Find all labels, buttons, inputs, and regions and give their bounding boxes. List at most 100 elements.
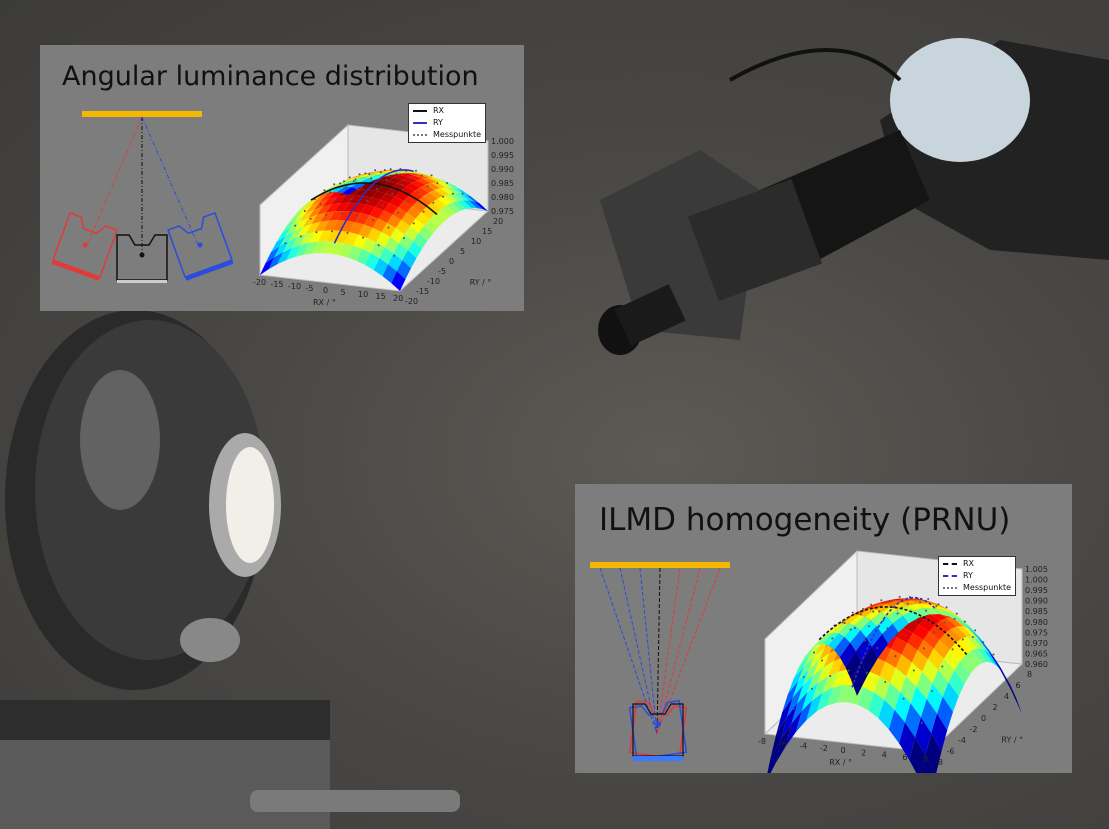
measurement-points: [792, 595, 995, 724]
measurement-point: [323, 189, 326, 192]
measurement-point: [902, 697, 905, 700]
surface-patch: [797, 675, 814, 704]
surface-patch: [863, 671, 880, 693]
surface-patch: [379, 176, 394, 182]
surface-patch: [923, 607, 940, 615]
surface-patch: [793, 654, 810, 679]
surface-patch: [358, 224, 373, 238]
surface-patch: [816, 687, 833, 712]
series-rx-line: [818, 606, 969, 657]
surface-patch: [857, 687, 874, 711]
surface-patch: [985, 645, 1002, 672]
y-tick-label: 2: [993, 703, 998, 712]
measurement-point: [350, 197, 353, 200]
x-tick-label: 4: [882, 751, 887, 760]
surface-patch: [407, 241, 422, 259]
surface-patch: [832, 623, 849, 634]
surface-patch: [396, 260, 411, 280]
surface-patch: [942, 682, 959, 712]
surface-patch: [878, 699, 895, 730]
z-tick-label: 0.995: [1025, 586, 1048, 595]
surface-patch: [468, 200, 483, 210]
surface-patch: [364, 215, 379, 228]
surface-patch: [319, 193, 334, 203]
y-tick-label: -6: [947, 747, 955, 756]
surface-patch: [354, 177, 369, 183]
surface-patch: [934, 620, 951, 634]
measurement-point: [955, 612, 958, 615]
surface-patch: [338, 243, 353, 258]
x-tick-label: 10: [358, 290, 368, 299]
surface-patch: [876, 617, 893, 635]
surface-patch: [326, 230, 341, 242]
surface-patch: [442, 182, 457, 189]
surface-patch: [420, 184, 435, 193]
z-tick-label: 0.985: [1025, 607, 1048, 616]
surface-patch: [393, 243, 408, 261]
measurement-point: [894, 655, 897, 658]
measurement-point: [395, 172, 398, 175]
surface-patch: [321, 241, 336, 254]
surface-patch: [843, 614, 860, 624]
measurement-point: [299, 235, 302, 238]
surface-patch: [413, 174, 428, 179]
measurement-point: [945, 606, 948, 609]
surface-patch: [882, 623, 899, 644]
y-tick-label: -4: [958, 736, 966, 745]
surface-patch: [423, 192, 438, 203]
measurement-point: [876, 646, 879, 649]
surface-patch: [933, 639, 950, 659]
surface-patch: [296, 206, 311, 219]
surface-patch: [804, 645, 821, 667]
surface-patch: [279, 231, 294, 247]
measurement-point: [362, 236, 365, 239]
measurement-point: [951, 648, 954, 651]
surface-patch: [817, 661, 834, 684]
surface-patch: [795, 700, 812, 732]
surface-patch: [785, 711, 802, 747]
surface-patch: [368, 175, 383, 181]
surface-patch: [456, 188, 471, 197]
surface-patch: [895, 654, 912, 677]
surface-patch: [403, 171, 418, 174]
panel-angular-luminance: Angular luminance distribution -20 -15 -10…: [40, 45, 524, 311]
surface-patch: [450, 187, 465, 195]
legend-label: RY: [963, 571, 973, 580]
surface-patch: [924, 613, 941, 626]
x-tick-label: -4: [799, 742, 807, 751]
surface-patch: [424, 174, 439, 179]
surface-patch: [912, 624, 929, 640]
surface-patch: [886, 610, 903, 624]
surface-patch: [393, 174, 408, 180]
measurement-point: [963, 620, 966, 623]
measurement-point: [974, 629, 977, 632]
measurement-point: [360, 186, 363, 189]
measurement-point: [851, 611, 854, 614]
surface-patch: [342, 187, 357, 195]
surface-patch: [323, 220, 338, 231]
surface-patch: [965, 650, 982, 668]
surface-patch: [312, 241, 327, 254]
measurement-point: [890, 600, 893, 603]
surface-patch: [966, 636, 983, 650]
measurement-point: [358, 173, 361, 176]
measurement-point: [354, 178, 357, 181]
surface-patch: [889, 667, 906, 693]
measurement-point: [426, 185, 429, 188]
surface-patch: [438, 178, 453, 185]
surface-patch: [260, 257, 275, 275]
surface-patch: [799, 645, 816, 666]
surface-patch: [331, 186, 346, 193]
measurement-point: [315, 231, 318, 234]
legend-label: RY: [433, 118, 443, 127]
surface-patch: [428, 189, 443, 199]
surface-patch: [314, 220, 329, 232]
measurement-point: [882, 619, 885, 622]
surface-patch: [308, 206, 323, 219]
surface-patch: [901, 600, 918, 606]
surface-patch: [776, 697, 793, 734]
measurement-point: [309, 217, 312, 220]
measurement-point: [821, 659, 824, 662]
surface-patch: [403, 195, 418, 207]
surface-patch: [907, 633, 924, 651]
